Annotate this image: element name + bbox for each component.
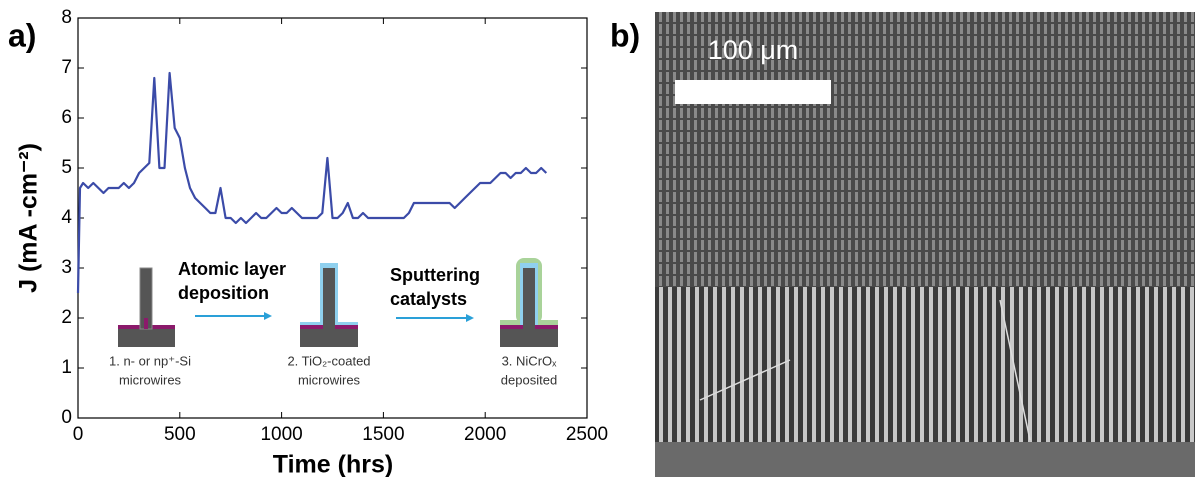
inset-diagram: 1. n- or np⁺-Si microwires Atomic layer … [109, 258, 558, 387]
sem-image: 100 μm [655, 12, 1195, 477]
y-tick-label: 7 [61, 57, 72, 78]
annotation: microwires [298, 372, 361, 387]
arrow-head [466, 314, 474, 322]
x-axis-label: Time (hrs) [273, 451, 393, 477]
y-tick-label: 0 [61, 407, 72, 428]
annotation: catalysts [390, 289, 467, 309]
x-tick-label: 1000 [260, 424, 302, 445]
y-tick-label: 8 [61, 7, 72, 28]
x-tick-label: 1500 [362, 424, 404, 445]
substrate [300, 329, 358, 347]
y-tick-label: 6 [61, 107, 72, 128]
arrow-head [264, 312, 272, 320]
x-tick-label: 0 [73, 424, 84, 445]
annotation: deposition [178, 283, 269, 303]
wire-sides [655, 287, 1195, 442]
x-tick-label: 2000 [464, 424, 506, 445]
scale-bar [675, 80, 831, 104]
substrate [118, 329, 175, 347]
data-line [76, 71, 548, 294]
y-axis-label: J (mA -cm⁻²) [15, 143, 43, 293]
junction [144, 318, 148, 329]
panel-label: a) [8, 17, 36, 53]
y-tick-label: 2 [61, 307, 72, 328]
y-tick-label: 4 [61, 207, 72, 228]
annotation: Sputtering [390, 265, 480, 285]
y-tick-label: 5 [61, 157, 72, 178]
microwire [323, 268, 335, 329]
x-tick-label: 500 [164, 424, 196, 445]
microwire [523, 268, 535, 329]
x-tick-label: 2500 [566, 424, 608, 445]
y-tick-label: 3 [61, 257, 72, 278]
annotation: 3. NiCrOₓ [502, 353, 558, 368]
annotation: microwires [119, 372, 182, 387]
substrate [655, 442, 1195, 477]
annotation: deposited [501, 372, 557, 387]
wire-tops [655, 12, 1195, 287]
fallen-wire [699, 359, 791, 401]
scale-bar-label: 100 μm [708, 35, 799, 65]
annotation: Atomic layer [178, 259, 286, 279]
panel-label: b) [610, 17, 640, 53]
y-tick-label: 1 [61, 357, 72, 378]
annotation: 2. TiO₂-coated [287, 353, 370, 368]
annotation: 1. n- or np⁺-Si [109, 353, 191, 368]
plot: Time (hrs) J (mA -cm⁻²) 0 500 1000 1500 2000… [15, 7, 609, 479]
substrate [500, 329, 558, 347]
fallen-wire [999, 299, 1031, 441]
